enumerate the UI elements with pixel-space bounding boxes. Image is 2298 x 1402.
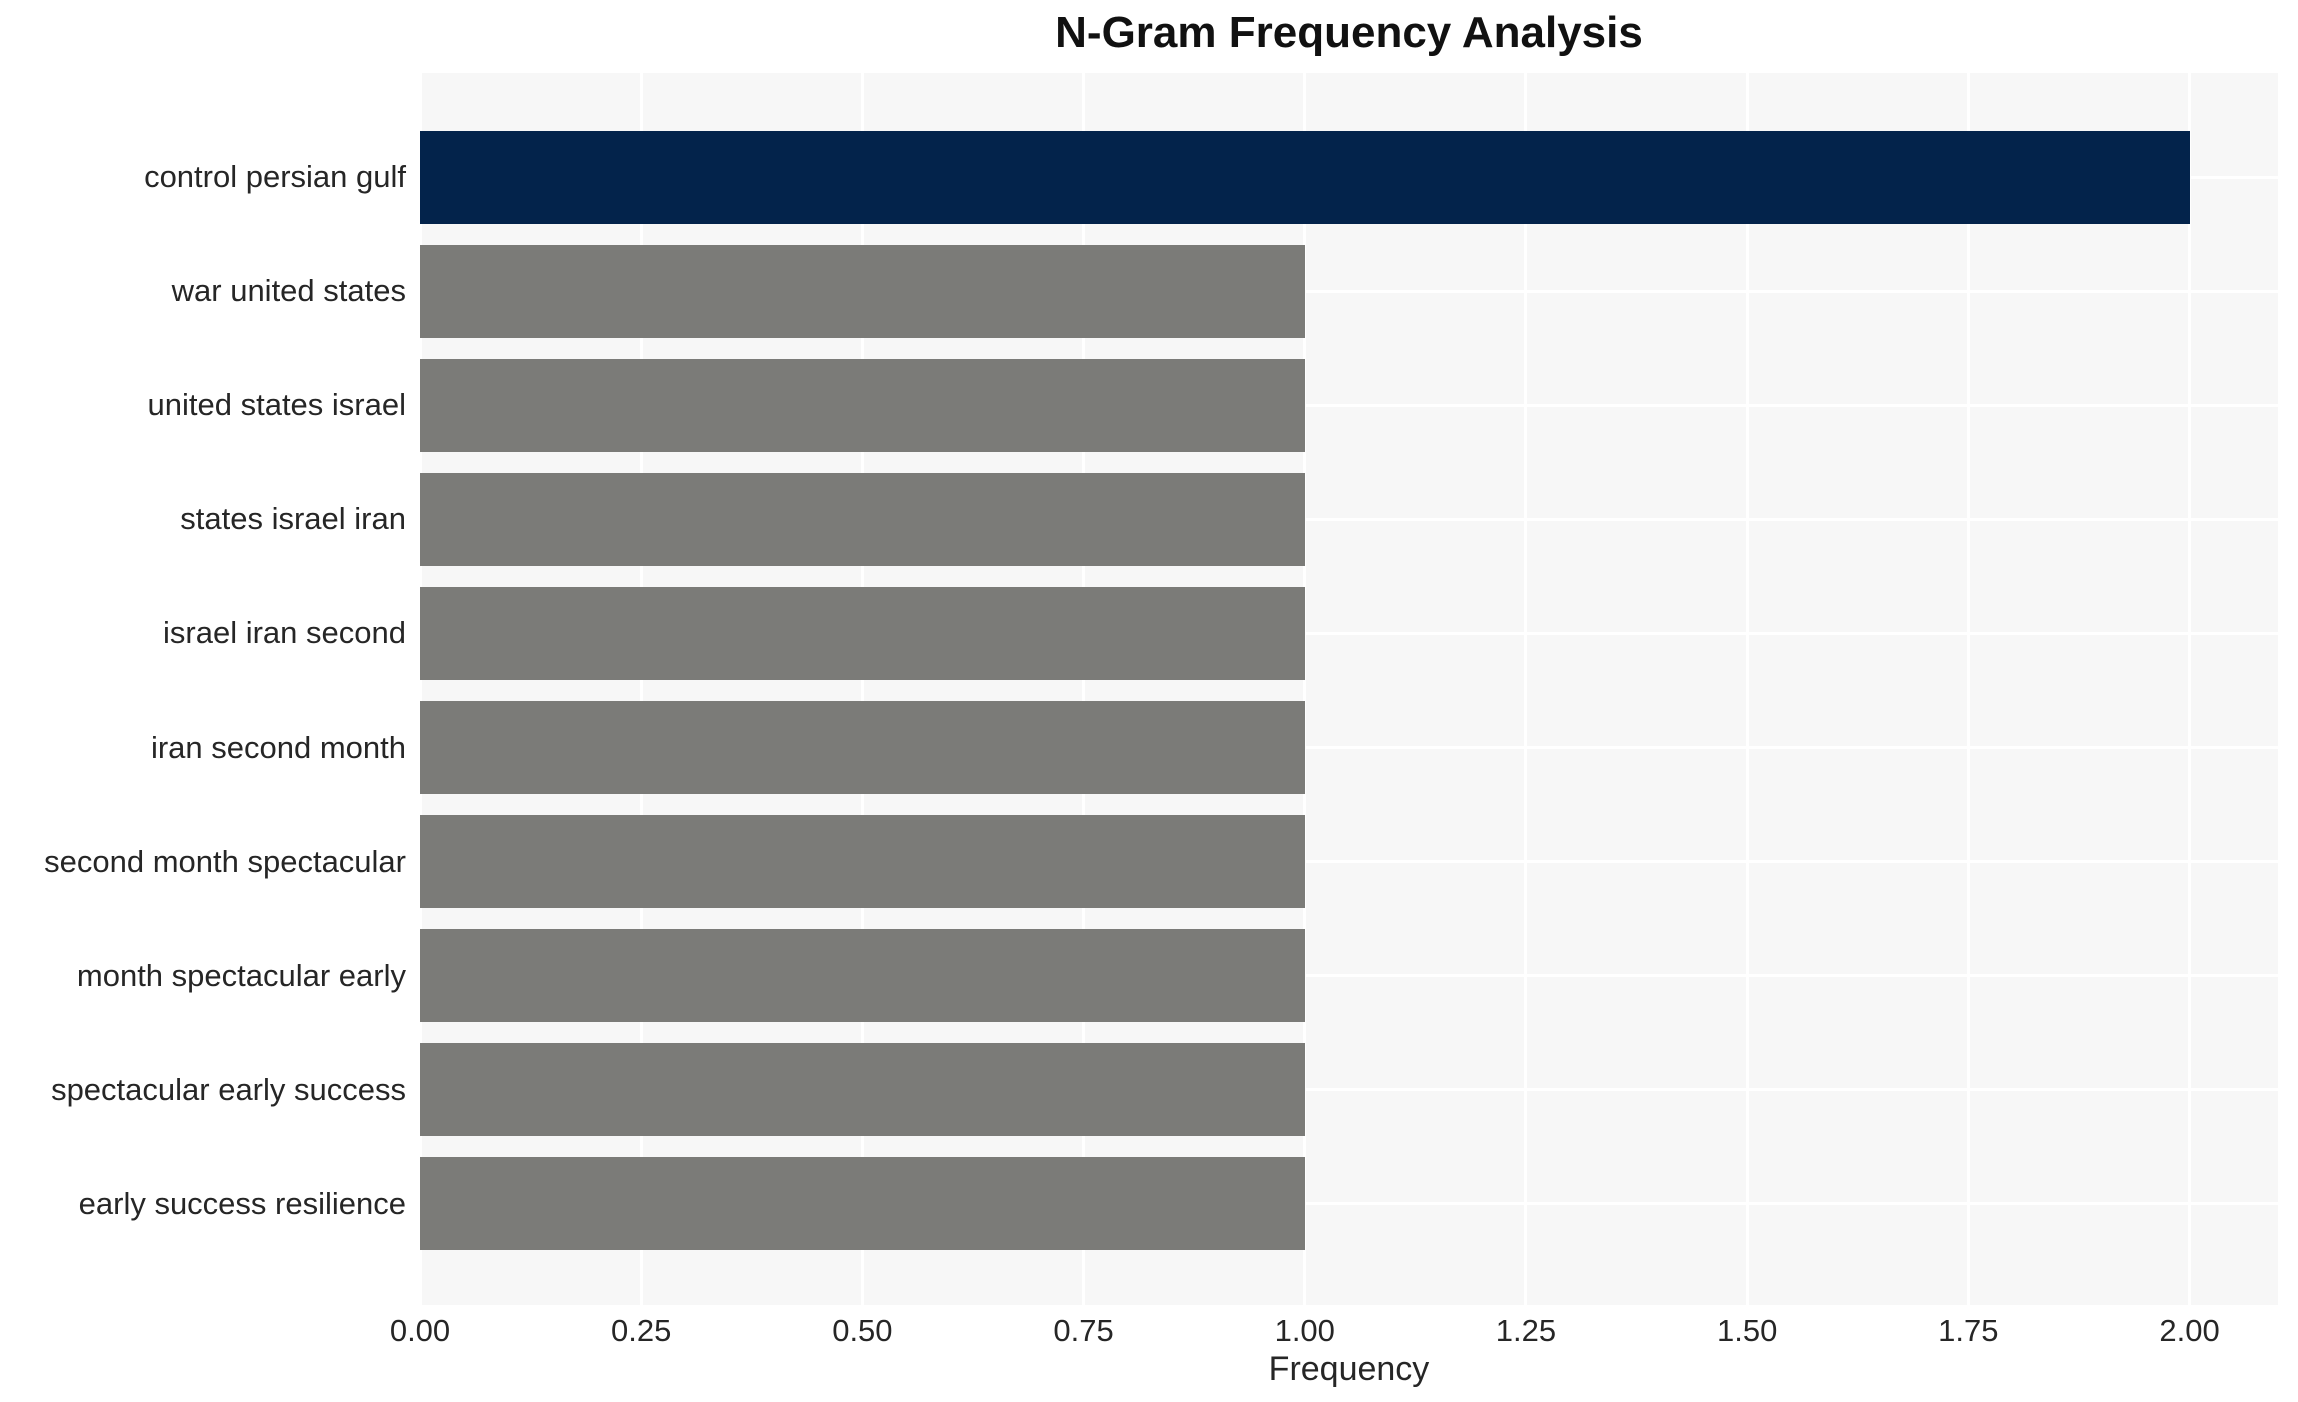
chart-title: N-Gram Frequency Analysis: [1055, 8, 1643, 57]
gridline-vertical: [1303, 73, 1307, 1305]
bar: [420, 929, 1305, 1023]
x-tick-label: 0.25: [611, 1313, 672, 1348]
bar: [420, 815, 1305, 909]
x-tick-label: 1.50: [1716, 1313, 1778, 1348]
category-label: second month spectacular: [44, 843, 406, 879]
category-label: iran second month: [150, 729, 406, 765]
bar: [420, 358, 1305, 452]
gridline-vertical: [418, 73, 422, 1305]
x-axis-ticks: 0.00 0.25 0.50 0.75 1.00 1.25 1.50 1.75 2.00: [0, 1313, 2298, 1353]
bar: [420, 244, 1305, 338]
category-label: united states israel: [147, 387, 406, 423]
gridline-horizontal: [420, 289, 2278, 293]
x-axis-title: Frequency: [1268, 1350, 1430, 1388]
x-tick-label: 1.00: [1274, 1313, 1335, 1348]
gridline-horizontal: [420, 517, 2278, 521]
gridline-vertical: [1966, 73, 1970, 1305]
x-tick-label: 0.00: [389, 1313, 451, 1348]
gridline-vertical: [1524, 73, 1528, 1305]
category-label: month spectacular early: [76, 957, 406, 993]
x-tick-label: 0.75: [1053, 1313, 1114, 1348]
category-label: states israel iran: [180, 501, 406, 537]
gridline-vertical: [2188, 73, 2192, 1305]
x-tick-label: 0.50: [832, 1313, 893, 1348]
bar: [420, 1157, 1305, 1251]
bar: [420, 586, 1305, 680]
gridline-horizontal: [420, 974, 2278, 978]
gridline-vertical: [1082, 73, 1086, 1305]
gridline-horizontal: [420, 631, 2278, 635]
gridline-vertical: [860, 73, 864, 1305]
gridline-horizontal: [420, 746, 2278, 749]
gridline-horizontal: [420, 1088, 2278, 1092]
category-label: early success resilience: [78, 1185, 406, 1221]
gridline-horizontal: [420, 403, 2278, 407]
category-label: war united states: [171, 273, 406, 309]
y-axis-labels: control persian gulf war united states uni…: [0, 73, 406, 1305]
bar: [420, 130, 2190, 224]
bar: [420, 1043, 1305, 1137]
gridline-vertical: [639, 73, 643, 1305]
gridline-horizontal: [420, 1202, 2278, 1206]
x-tick-label: 1.25: [1495, 1313, 1557, 1348]
category-label: control persian gulf: [144, 159, 406, 194]
bar: [420, 701, 1305, 794]
x-tick-label: 2.00: [2159, 1313, 2220, 1348]
category-label: spectacular early success: [51, 1071, 406, 1107]
plot-area: [418, 73, 2278, 1305]
gridline-horizontal: [420, 860, 2278, 864]
x-tick-label: 1.75: [1938, 1313, 1999, 1348]
gridline-vertical: [1745, 73, 1749, 1305]
bar: [420, 472, 1305, 566]
category-label: israel iran second: [163, 615, 406, 651]
